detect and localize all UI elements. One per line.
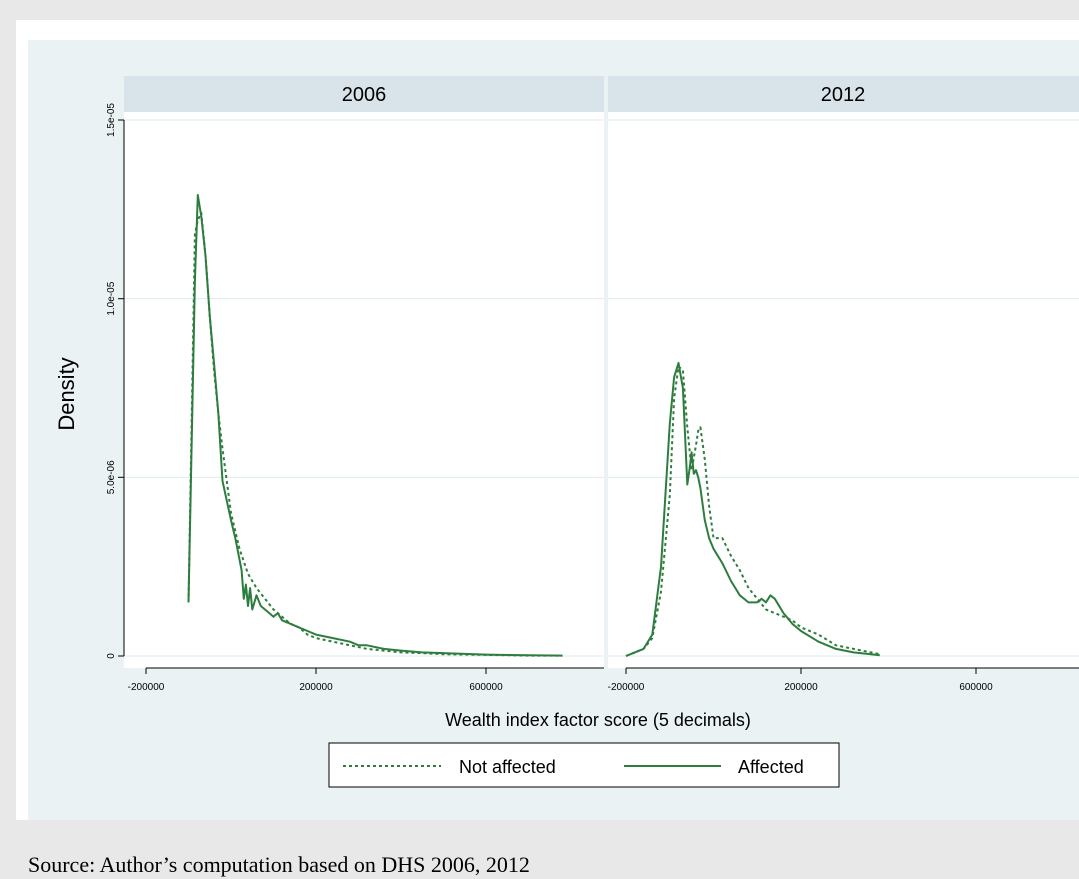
series-line-2012-affected <box>625 362 880 657</box>
legend: Not affected Affected <box>328 742 840 788</box>
x-tick-label: -200000 <box>608 682 645 693</box>
y-tick-label: 5.0e-06 <box>106 460 117 494</box>
series-line-2012-not-affected <box>625 365 881 657</box>
figure-frame: 2006 2012 0 5.0e-06 1.0e-05 1.5e-05 -200… <box>16 20 1079 820</box>
panel-2006-strip <box>124 76 604 112</box>
y-axis-title: Density <box>54 357 79 430</box>
series-lines <box>187 194 881 657</box>
y-tick-label: 1.0e-05 <box>106 281 117 315</box>
y-tick-label: 1.5e-05 <box>106 103 117 137</box>
x-tick-label: 200000 <box>784 682 818 693</box>
panel-2012-title: 2012 <box>821 84 866 106</box>
density-chart: 2006 2012 0 5.0e-06 1.0e-05 1.5e-05 -200… <box>28 40 1079 820</box>
panel-2006-plot <box>124 112 604 668</box>
x-tick-label: 600000 <box>959 682 993 693</box>
legend-box <box>328 742 840 788</box>
y-tick-label: 0 <box>106 653 117 659</box>
series-line-2006-affected <box>187 194 563 657</box>
x-tick-label: 200000 <box>299 682 333 693</box>
panel-2012-grid <box>608 119 1079 657</box>
source-note: Source: Author’s computation based on DH… <box>28 852 530 877</box>
panel-2006-title: 2006 <box>342 84 387 106</box>
x-axis-title: Wealth index factor score (5 decimals) <box>445 710 751 730</box>
x-tick-label: 600000 <box>469 682 503 693</box>
panel-2012-plot <box>608 112 1079 668</box>
x-tick-label: -200000 <box>128 682 165 693</box>
legend-label-not-affected: Not affected <box>459 757 556 777</box>
panel-2012-strip <box>608 76 1079 112</box>
legend-label-affected: Affected <box>738 757 804 777</box>
